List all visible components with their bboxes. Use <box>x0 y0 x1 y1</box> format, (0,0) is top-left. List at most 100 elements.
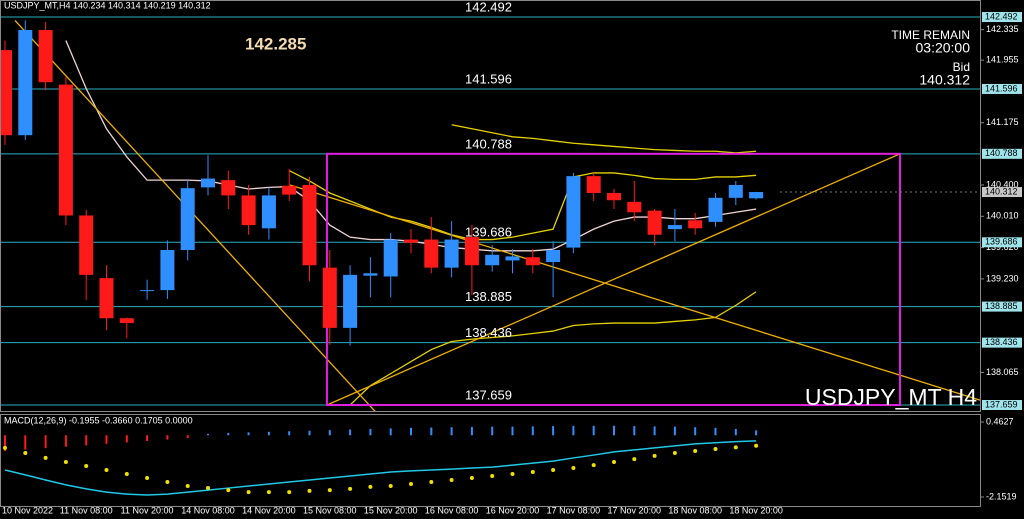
level-tag-label: 139.686 <box>985 237 1018 247</box>
level-tag-label: 140.788 <box>985 148 1018 158</box>
candle-body <box>18 30 33 136</box>
level-tag <box>982 301 1022 312</box>
candle-body <box>566 176 581 248</box>
macd-line <box>4 440 757 496</box>
signal-dot <box>63 459 68 464</box>
overlay-line <box>451 124 757 154</box>
candle-body <box>688 220 703 229</box>
signal-dot <box>3 445 7 450</box>
bid-label: Bid <box>953 60 970 74</box>
signal-dot <box>754 443 759 448</box>
candle-body <box>607 192 621 201</box>
signal-dot <box>672 451 677 456</box>
candle-body <box>58 84 73 216</box>
plot-layer: 142.335 141.955 141.175 140.400 140.010 139.6… <box>0 16 1019 496</box>
signal-dot <box>652 453 657 458</box>
level-tag-label: 138.436 <box>985 337 1018 347</box>
x-tick-label: 14 Nov 08:00 <box>181 505 235 515</box>
x-tick-label: 11 Nov 08:00 <box>60 505 113 515</box>
level-tag <box>982 148 1022 159</box>
y-tick-label: 140.010 <box>986 211 1019 221</box>
signal-dot <box>530 469 535 474</box>
candle-body <box>485 254 500 266</box>
level-tag <box>982 12 1022 23</box>
signal-dot <box>693 449 698 454</box>
x-tick-label: 17 Nov 08:00 <box>547 505 601 515</box>
y-tick-label: 138.065 <box>986 367 1019 377</box>
signal-dot <box>591 463 596 468</box>
level-tag <box>982 400 1022 411</box>
level-label: 141.596 <box>465 71 512 86</box>
signal-dot <box>348 486 353 491</box>
signal-dot <box>510 472 515 477</box>
candle-body <box>667 225 682 230</box>
signal-dot <box>571 465 576 470</box>
y-tick-label: 0.4627 <box>986 416 1014 426</box>
trendline <box>289 184 981 401</box>
candle-body <box>424 239 439 268</box>
level-tag <box>982 237 1022 248</box>
candle-body <box>728 184 743 198</box>
y-tick-label: 141.955 <box>986 55 1019 65</box>
candle-body <box>343 274 358 328</box>
candle-body <box>586 176 601 193</box>
x-tick-label: 11 Nov 20:00 <box>121 505 174 515</box>
annotation: 142.285 <box>245 34 306 53</box>
y-tick-label: -2.1519 <box>986 491 1017 501</box>
trendline <box>326 153 901 406</box>
signal-dot <box>388 484 393 489</box>
signal-dot <box>469 476 474 481</box>
candle-body <box>261 195 276 229</box>
signal-dot <box>165 480 170 485</box>
trendline <box>14 19 376 412</box>
signal-dot <box>145 476 150 481</box>
x-tick-label: 18 Nov 20:00 <box>729 505 783 515</box>
y-tick-label: 142.335 <box>986 24 1019 34</box>
candle-body <box>79 215 94 275</box>
bid-tag-label: 140.312 <box>985 186 1018 196</box>
signal-dot <box>368 484 373 489</box>
watermark: USDJPY_MT H4 <box>805 384 977 410</box>
time-remain: 03:20:00 <box>916 40 971 56</box>
x-tick-label: 10 Nov 2022 <box>2 505 53 515</box>
candle-body <box>0 50 12 136</box>
signal-dot <box>307 488 312 493</box>
candle-body <box>241 195 256 226</box>
x-tick-label: 16 Nov 08:00 <box>425 505 479 515</box>
x-tick-label: 17 Nov 20:00 <box>608 505 662 515</box>
candle-body <box>464 237 479 266</box>
main-frame <box>0 0 981 412</box>
signal-dot <box>124 472 129 477</box>
candle-body <box>180 188 195 250</box>
bid-value: 140.312 <box>919 72 970 88</box>
signal-dot <box>327 488 332 493</box>
level-label: 139.686 <box>465 225 512 240</box>
level-tag-label: 142.492 <box>985 11 1018 21</box>
signal-dot <box>429 480 434 485</box>
x-tick-label: 15 Nov 08:00 <box>303 505 357 515</box>
candle-body <box>383 239 398 277</box>
level-tag-label: 138.885 <box>985 301 1018 311</box>
x-tick-label: 18 Nov 08:00 <box>668 505 722 515</box>
overlay-line <box>349 291 757 406</box>
candle-body <box>99 278 114 319</box>
signal-dot <box>84 463 89 468</box>
level-label: 138.885 <box>465 289 512 304</box>
candle-body <box>404 239 418 243</box>
signal-dot <box>104 467 109 472</box>
candle-body <box>749 192 764 199</box>
signal-dot <box>23 451 28 456</box>
signal-dot <box>185 484 190 489</box>
candle-body <box>322 267 337 328</box>
level-label: 140.788 <box>465 136 512 151</box>
candle-body <box>119 318 134 324</box>
macd-header: MACD(12,26,9) -0.1955 -0.3660 0.1705 0.0… <box>4 415 193 425</box>
y-tick-label: 139.230 <box>986 273 1019 283</box>
x-tick-label: 15 Nov 20:00 <box>364 505 418 515</box>
signal-dot <box>713 447 718 452</box>
signal-dot <box>632 457 637 462</box>
signal-dot <box>287 490 292 495</box>
candle-body <box>444 239 459 268</box>
